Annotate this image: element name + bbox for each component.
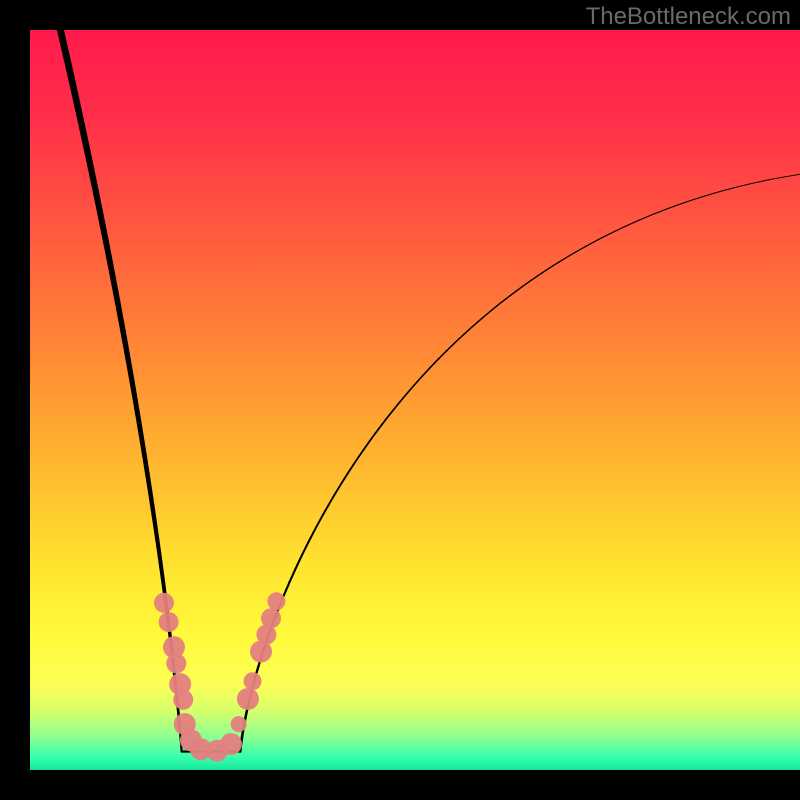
marker-group	[154, 592, 285, 761]
data-marker	[173, 690, 193, 710]
curve-layer	[30, 30, 800, 770]
data-marker	[261, 608, 281, 628]
data-marker	[244, 672, 262, 690]
data-marker	[237, 688, 259, 710]
data-marker	[231, 716, 247, 732]
watermark-text: TheBottleneck.com	[586, 3, 791, 31]
plot-area	[30, 30, 800, 770]
data-marker	[159, 612, 179, 632]
data-marker	[166, 653, 186, 673]
chart-root: TheBottleneck.com	[0, 0, 800, 800]
data-marker	[220, 733, 242, 755]
data-marker	[154, 593, 174, 613]
data-marker	[267, 592, 285, 610]
